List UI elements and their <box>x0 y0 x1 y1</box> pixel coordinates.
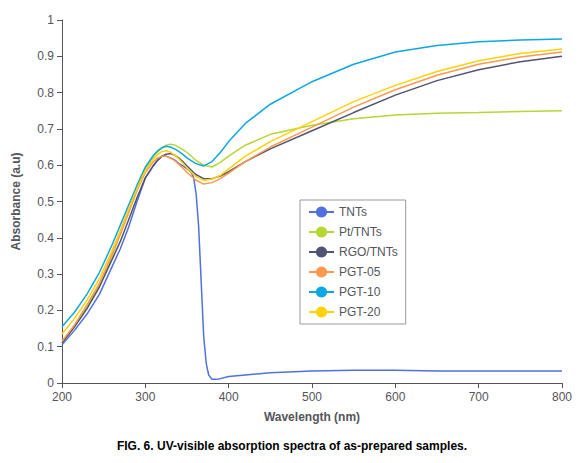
svg-text:Absorbance (a.u): Absorbance (a.u) <box>9 152 23 250</box>
svg-text:200: 200 <box>52 390 72 404</box>
svg-text:Pt/TNTs: Pt/TNTs <box>339 225 382 239</box>
svg-text:1: 1 <box>47 13 54 27</box>
svg-text:0.9: 0.9 <box>37 49 54 63</box>
svg-text:400: 400 <box>219 390 239 404</box>
svg-text:800: 800 <box>552 390 572 404</box>
svg-text:Wavelength (nm): Wavelength (nm) <box>264 410 360 424</box>
svg-text:FIG. 6. UV-visible absorption: FIG. 6. UV-visible absorption spectra of… <box>117 439 467 453</box>
svg-text:0.1: 0.1 <box>37 340 54 354</box>
svg-text:300: 300 <box>135 390 155 404</box>
svg-text:0: 0 <box>47 376 54 390</box>
svg-text:TNTs: TNTs <box>339 205 367 219</box>
svg-text:0.6: 0.6 <box>37 158 54 172</box>
svg-text:PGT-05: PGT-05 <box>339 265 381 279</box>
svg-text:0.5: 0.5 <box>37 195 54 209</box>
svg-text:RGO/TNTs: RGO/TNTs <box>339 245 398 259</box>
svg-text:0.3: 0.3 <box>37 267 54 281</box>
svg-text:0.8: 0.8 <box>37 86 54 100</box>
svg-text:700: 700 <box>469 390 489 404</box>
svg-text:0.2: 0.2 <box>37 303 54 317</box>
svg-text:0.4: 0.4 <box>37 231 54 245</box>
svg-text:0.7: 0.7 <box>37 122 54 136</box>
svg-text:PGT-20: PGT-20 <box>339 305 381 319</box>
svg-text:PGT-10: PGT-10 <box>339 285 381 299</box>
svg-text:600: 600 <box>385 390 405 404</box>
svg-text:500: 500 <box>302 390 322 404</box>
